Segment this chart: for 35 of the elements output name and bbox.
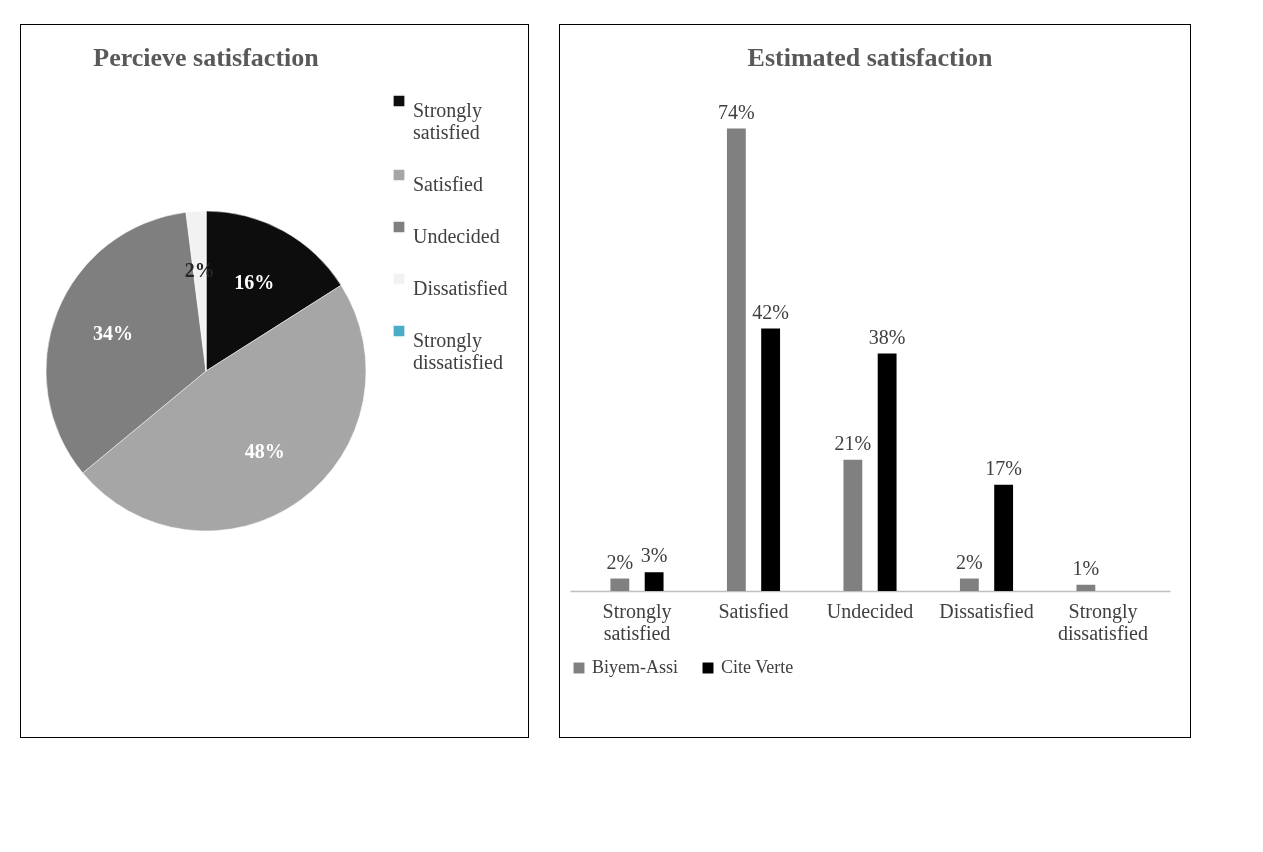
x-tick-label: Dissatisfied	[939, 599, 1034, 622]
data-label: 2%	[606, 550, 634, 573]
bar	[761, 328, 781, 591]
chart-title: Estimated satisfaction	[747, 43, 993, 72]
legend-label: Satisfied	[413, 173, 483, 195]
bar	[994, 484, 1014, 591]
data-label: 74%	[718, 100, 755, 123]
data-label: 3%	[640, 544, 668, 567]
chart-title: Percieve satisfaction	[93, 43, 320, 72]
legend-label: Strongly dissatisfied	[413, 329, 503, 373]
bar	[726, 128, 746, 591]
legend-label: Strongly satisfied	[413, 99, 482, 143]
legend-label: Dissatisfied	[413, 277, 508, 299]
bar	[1076, 584, 1096, 591]
x-tick-label: Satisfied	[718, 599, 789, 622]
bar	[610, 578, 630, 591]
bar	[644, 572, 664, 591]
legend-label: Cite Verte	[721, 657, 794, 677]
data-label: 38%	[868, 325, 906, 348]
data-label: 48%	[244, 439, 285, 462]
bar	[877, 353, 897, 591]
data-label: 21%	[834, 431, 872, 454]
bar	[843, 459, 863, 591]
legend-label: Undecided	[413, 225, 500, 247]
data-label: 17%	[985, 456, 1022, 479]
data-label: 16%	[234, 271, 275, 294]
data-label: 1%	[1072, 556, 1100, 579]
data-label: 42%	[752, 300, 789, 323]
data-label: 34%	[93, 322, 134, 345]
legend-label: Biyem-Assi	[592, 657, 679, 677]
x-tick-label: Strongly dissatisfied	[1058, 599, 1149, 644]
x-tick-label: Strongly satisfied	[602, 599, 672, 644]
bar	[959, 578, 979, 591]
data-label: 2%	[956, 550, 983, 573]
x-tick-label: Undecided	[826, 599, 914, 622]
